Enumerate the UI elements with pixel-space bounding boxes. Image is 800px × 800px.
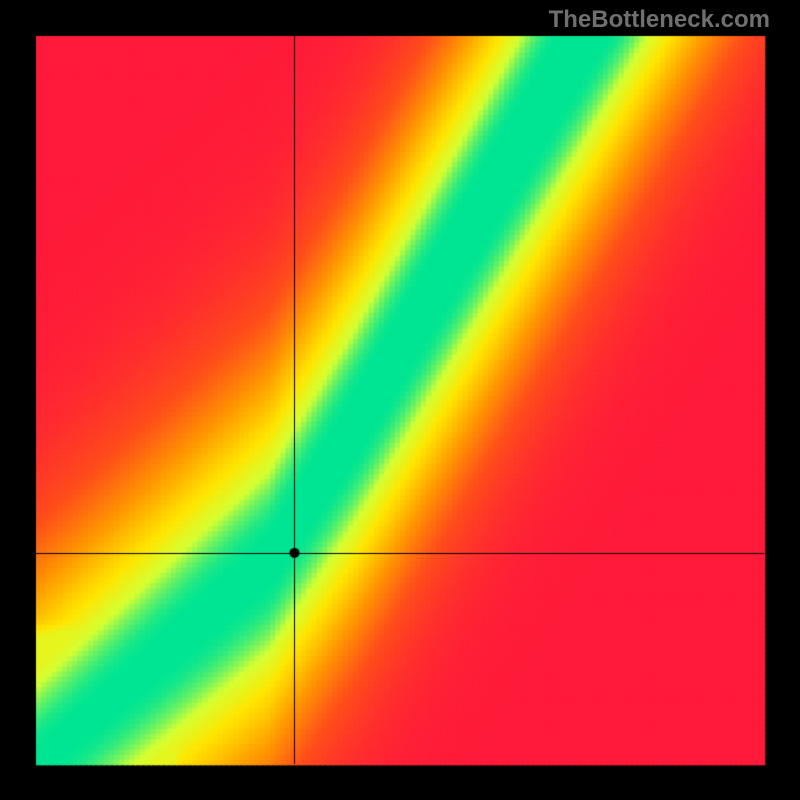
chart-container: TheBottleneck.com — [0, 0, 800, 800]
watermark-text: TheBottleneck.com — [549, 6, 770, 34]
heatmap-canvas — [0, 0, 800, 800]
